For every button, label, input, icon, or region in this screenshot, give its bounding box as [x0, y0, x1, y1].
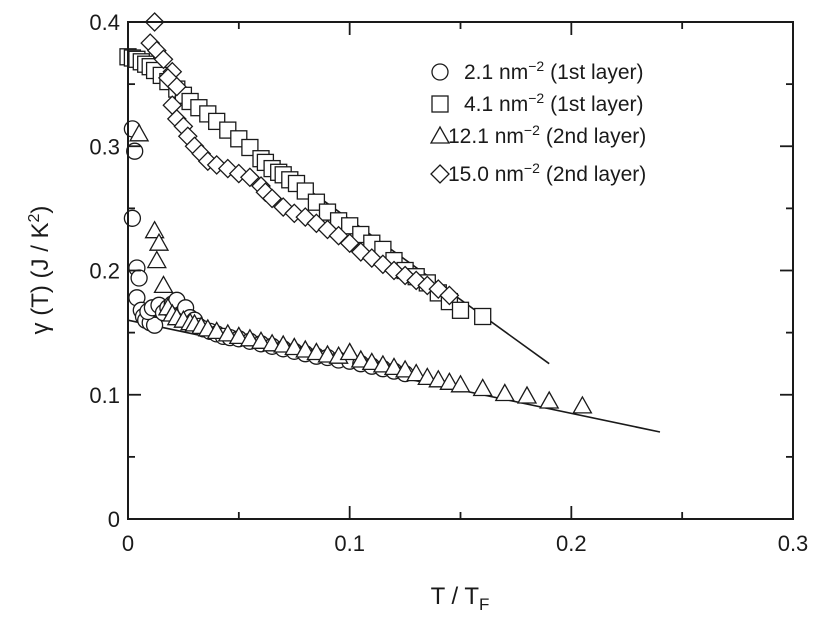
x-axis-label: T / TF	[431, 583, 490, 614]
data-point-triangle	[206, 321, 227, 340]
data-points	[119, 12, 593, 414]
data-point-triangle	[572, 395, 593, 414]
data-point-triangle	[494, 383, 515, 402]
legend-circle-marker	[431, 63, 449, 81]
legend-diamond-marker	[430, 164, 450, 184]
x-axis-label-subscript: F	[479, 595, 489, 614]
y-axis-label: γ (T) (J / K2)	[26, 206, 54, 335]
data-point-triangle	[228, 326, 249, 345]
data-point-triangle	[450, 374, 471, 393]
data-point-diamond	[166, 76, 187, 97]
data-point-triangle	[306, 342, 327, 361]
legend-label-circle: 2.1 nm−2 (1st layer)	[464, 58, 644, 84]
data-point-triangle	[153, 275, 174, 294]
data-point-triangle	[350, 349, 371, 368]
legend-label-diamond: 15.0 nm−2 (2nd layer)	[448, 160, 646, 186]
axes	[127, 21, 794, 520]
legend-entry-square: 4.1 nm−2 (1st layer)	[431, 90, 644, 116]
data-point-triangle	[146, 250, 167, 269]
plot-frame	[127, 21, 794, 520]
data-point-triangle	[295, 339, 316, 358]
legend-triangle-marker	[429, 125, 451, 144]
data-point-triangle	[516, 385, 538, 404]
data-point-diamond	[262, 188, 283, 209]
legend-label-triangle: 12.1 nm−2 (2nd layer)	[448, 122, 646, 148]
data-point-triangle	[472, 378, 493, 397]
legend-entry-diamond: 15.0 nm−2 (2nd layer)	[430, 160, 646, 186]
data-point-triangle	[428, 369, 449, 388]
y-tick-label: 0.1	[89, 383, 120, 408]
x-axis-label-main: T / T	[431, 583, 480, 610]
data-point-diamond	[153, 49, 174, 70]
data-point-triangle	[439, 371, 460, 390]
x-tick-label: 0	[122, 531, 134, 556]
legend-entry-triangle: 12.1 nm−2 (2nd layer)	[429, 122, 646, 148]
data-point-triangle	[284, 337, 305, 356]
data-point-triangle	[372, 354, 394, 373]
data-point-triangle	[217, 323, 238, 342]
x-tick-label: 0.1	[334, 531, 365, 556]
ticks: 0 0.1 0.2 0.3 0 0.1 0.2 0.3 0.4	[89, 10, 808, 556]
legend-label-square: 4.1 nm−2 (1st layer)	[464, 90, 644, 116]
data-point-circle	[145, 316, 164, 334]
y-axis-label-close: )	[27, 206, 54, 214]
data-point-triangle	[148, 232, 170, 251]
data-point-triangle	[144, 220, 165, 239]
data-point-diamond	[239, 167, 260, 188]
data-point-triangle	[383, 357, 405, 376]
data-point-diamond	[339, 233, 360, 254]
data-point-triangle	[339, 342, 360, 361]
data-point-circle	[130, 269, 148, 287]
data-point-circle	[126, 142, 144, 160]
data-point-triangle	[417, 367, 438, 386]
data-point-triangle	[406, 363, 427, 382]
y-tick-label: 0	[108, 507, 120, 532]
data-point-triangle	[128, 123, 150, 142]
y-tick-label: 0.4	[89, 10, 120, 35]
data-point-diamond	[439, 285, 460, 306]
data-point-triangle	[394, 359, 416, 378]
data-point-triangle	[273, 334, 294, 353]
data-point-circle	[123, 209, 142, 227]
legend-square-marker	[431, 95, 449, 113]
data-point-square	[474, 307, 492, 326]
data-point-triangle	[361, 352, 382, 371]
data-point-triangle	[239, 328, 261, 347]
legend-entry-circle: 2.1 nm−2 (1st layer)	[431, 58, 644, 84]
x-tick-label: 0.3	[778, 531, 809, 556]
data-point-square	[451, 301, 470, 319]
y-tick-label: 0.2	[89, 259, 120, 284]
y-tick-label: 0.3	[89, 134, 120, 159]
x-tick-label: 0.2	[556, 531, 587, 556]
y-axis-label-superscript: 2	[26, 213, 43, 222]
data-point-triangle	[250, 330, 272, 349]
legend: 2.1 nm−2 (1st layer) 4.1 nm−2 (1st layer) …	[429, 58, 646, 186]
data-point-triangle	[539, 390, 560, 409]
y-axis-label-main: γ (T) (J / K	[27, 222, 54, 334]
